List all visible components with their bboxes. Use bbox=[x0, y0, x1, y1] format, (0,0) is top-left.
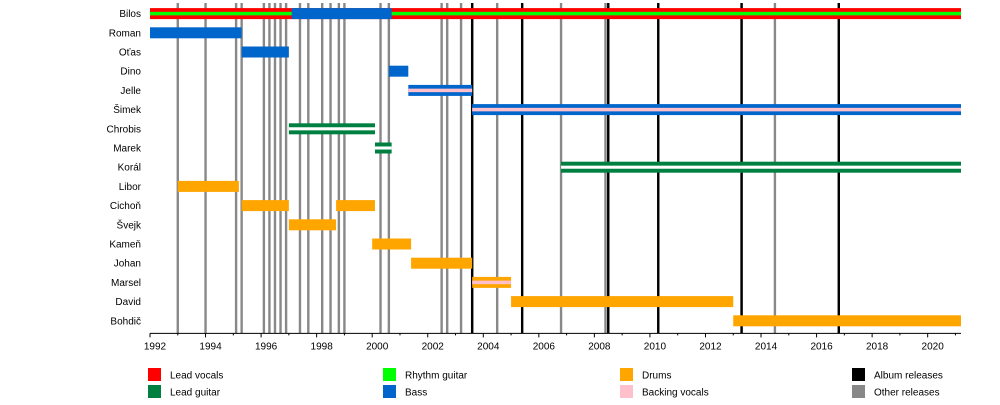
member-bar bbox=[177, 180, 239, 192]
x-tick-label: 1992 bbox=[144, 341, 167, 352]
x-tick-label: 2004 bbox=[477, 341, 500, 352]
legend: Lead vocals Lead guitar Rhythm guitar Bass D… bbox=[148, 368, 943, 399]
x-tick-label: 2006 bbox=[533, 341, 556, 352]
member-bar-secondary bbox=[472, 107, 961, 112]
member-bar-secondary bbox=[408, 88, 473, 93]
member-bar-stripe bbox=[374, 146, 392, 150]
legend-label: Lead guitar bbox=[170, 388, 221, 399]
x-tick-label: 1994 bbox=[199, 341, 222, 352]
member-label: Bilos bbox=[119, 9, 141, 20]
member-bar bbox=[511, 296, 734, 308]
member-bar bbox=[241, 200, 289, 212]
x-tick-label: 2016 bbox=[810, 341, 833, 352]
legend-swatch bbox=[852, 385, 865, 398]
legend-swatch bbox=[620, 385, 633, 398]
legend-label: Lead vocals bbox=[170, 371, 223, 382]
x-tick-label: 1998 bbox=[311, 341, 334, 352]
member-bar-secondary bbox=[472, 280, 512, 285]
member-bar bbox=[241, 46, 289, 58]
member-label: Chrobis bbox=[107, 124, 141, 135]
x-tick-label: 2000 bbox=[366, 341, 389, 352]
member-bar-stripe bbox=[561, 165, 961, 169]
x-tick-label: 2010 bbox=[644, 341, 667, 352]
member-label: Roman bbox=[109, 28, 141, 39]
legend-label: Bass bbox=[405, 388, 427, 399]
legend-swatch bbox=[383, 368, 396, 381]
legend-swatch bbox=[620, 368, 633, 381]
legend-label: Rhythm guitar bbox=[405, 371, 468, 382]
member-label: Oťas bbox=[119, 48, 141, 59]
member-bar bbox=[288, 219, 337, 231]
member-label: Johan bbox=[114, 259, 141, 270]
legend-swatch bbox=[383, 385, 396, 398]
member-label: Korál bbox=[118, 163, 141, 174]
member-bar bbox=[291, 8, 392, 20]
member-bar-secondary bbox=[150, 11, 961, 16]
member-bar bbox=[388, 65, 409, 77]
member-label: Marek bbox=[113, 144, 142, 155]
legend-swatch bbox=[148, 368, 161, 381]
legend-swatch bbox=[148, 385, 161, 398]
legend-label: Drums bbox=[642, 371, 671, 382]
legend-label: Album releases bbox=[874, 371, 943, 382]
member-bar bbox=[372, 238, 412, 250]
member-label: Šimek bbox=[113, 103, 142, 116]
legend-label: Other releases bbox=[874, 388, 940, 399]
member-labels: Bilos Roman Oťas Dino Jelle Šimek Chrobis Marek… bbox=[107, 9, 142, 327]
member-label: Dino bbox=[120, 67, 141, 78]
x-axis: 1992 1994 1996 1998 2000 2002 2004 2006 2008 2010… bbox=[144, 332, 961, 352]
member-label: Bohdič bbox=[110, 316, 141, 327]
member-bar bbox=[336, 200, 375, 212]
x-tick-label: 2014 bbox=[755, 341, 778, 352]
member-label: Jelle bbox=[120, 86, 141, 97]
x-tick-label: 2012 bbox=[699, 341, 722, 352]
member-label: Cichoň bbox=[110, 201, 141, 212]
x-tick-label: 2020 bbox=[922, 341, 945, 352]
membership-bars bbox=[150, 8, 961, 327]
member-bar bbox=[411, 257, 473, 269]
member-bar bbox=[150, 27, 242, 39]
member-label: Kameň bbox=[109, 240, 141, 251]
member-label: David bbox=[115, 297, 141, 308]
x-tick-label: 1996 bbox=[255, 341, 278, 352]
x-tick-label: 2018 bbox=[866, 341, 889, 352]
member-bar-stripe bbox=[288, 127, 375, 131]
member-bar bbox=[733, 315, 961, 327]
legend-label: Backing vocals bbox=[642, 388, 709, 399]
x-tick-label: 2002 bbox=[422, 341, 445, 352]
member-label: Švejk bbox=[117, 218, 142, 231]
member-label: Libor bbox=[119, 182, 142, 193]
legend-swatch bbox=[852, 368, 865, 381]
x-tick-label: 2008 bbox=[588, 341, 611, 352]
member-label: Marsel bbox=[111, 278, 141, 289]
